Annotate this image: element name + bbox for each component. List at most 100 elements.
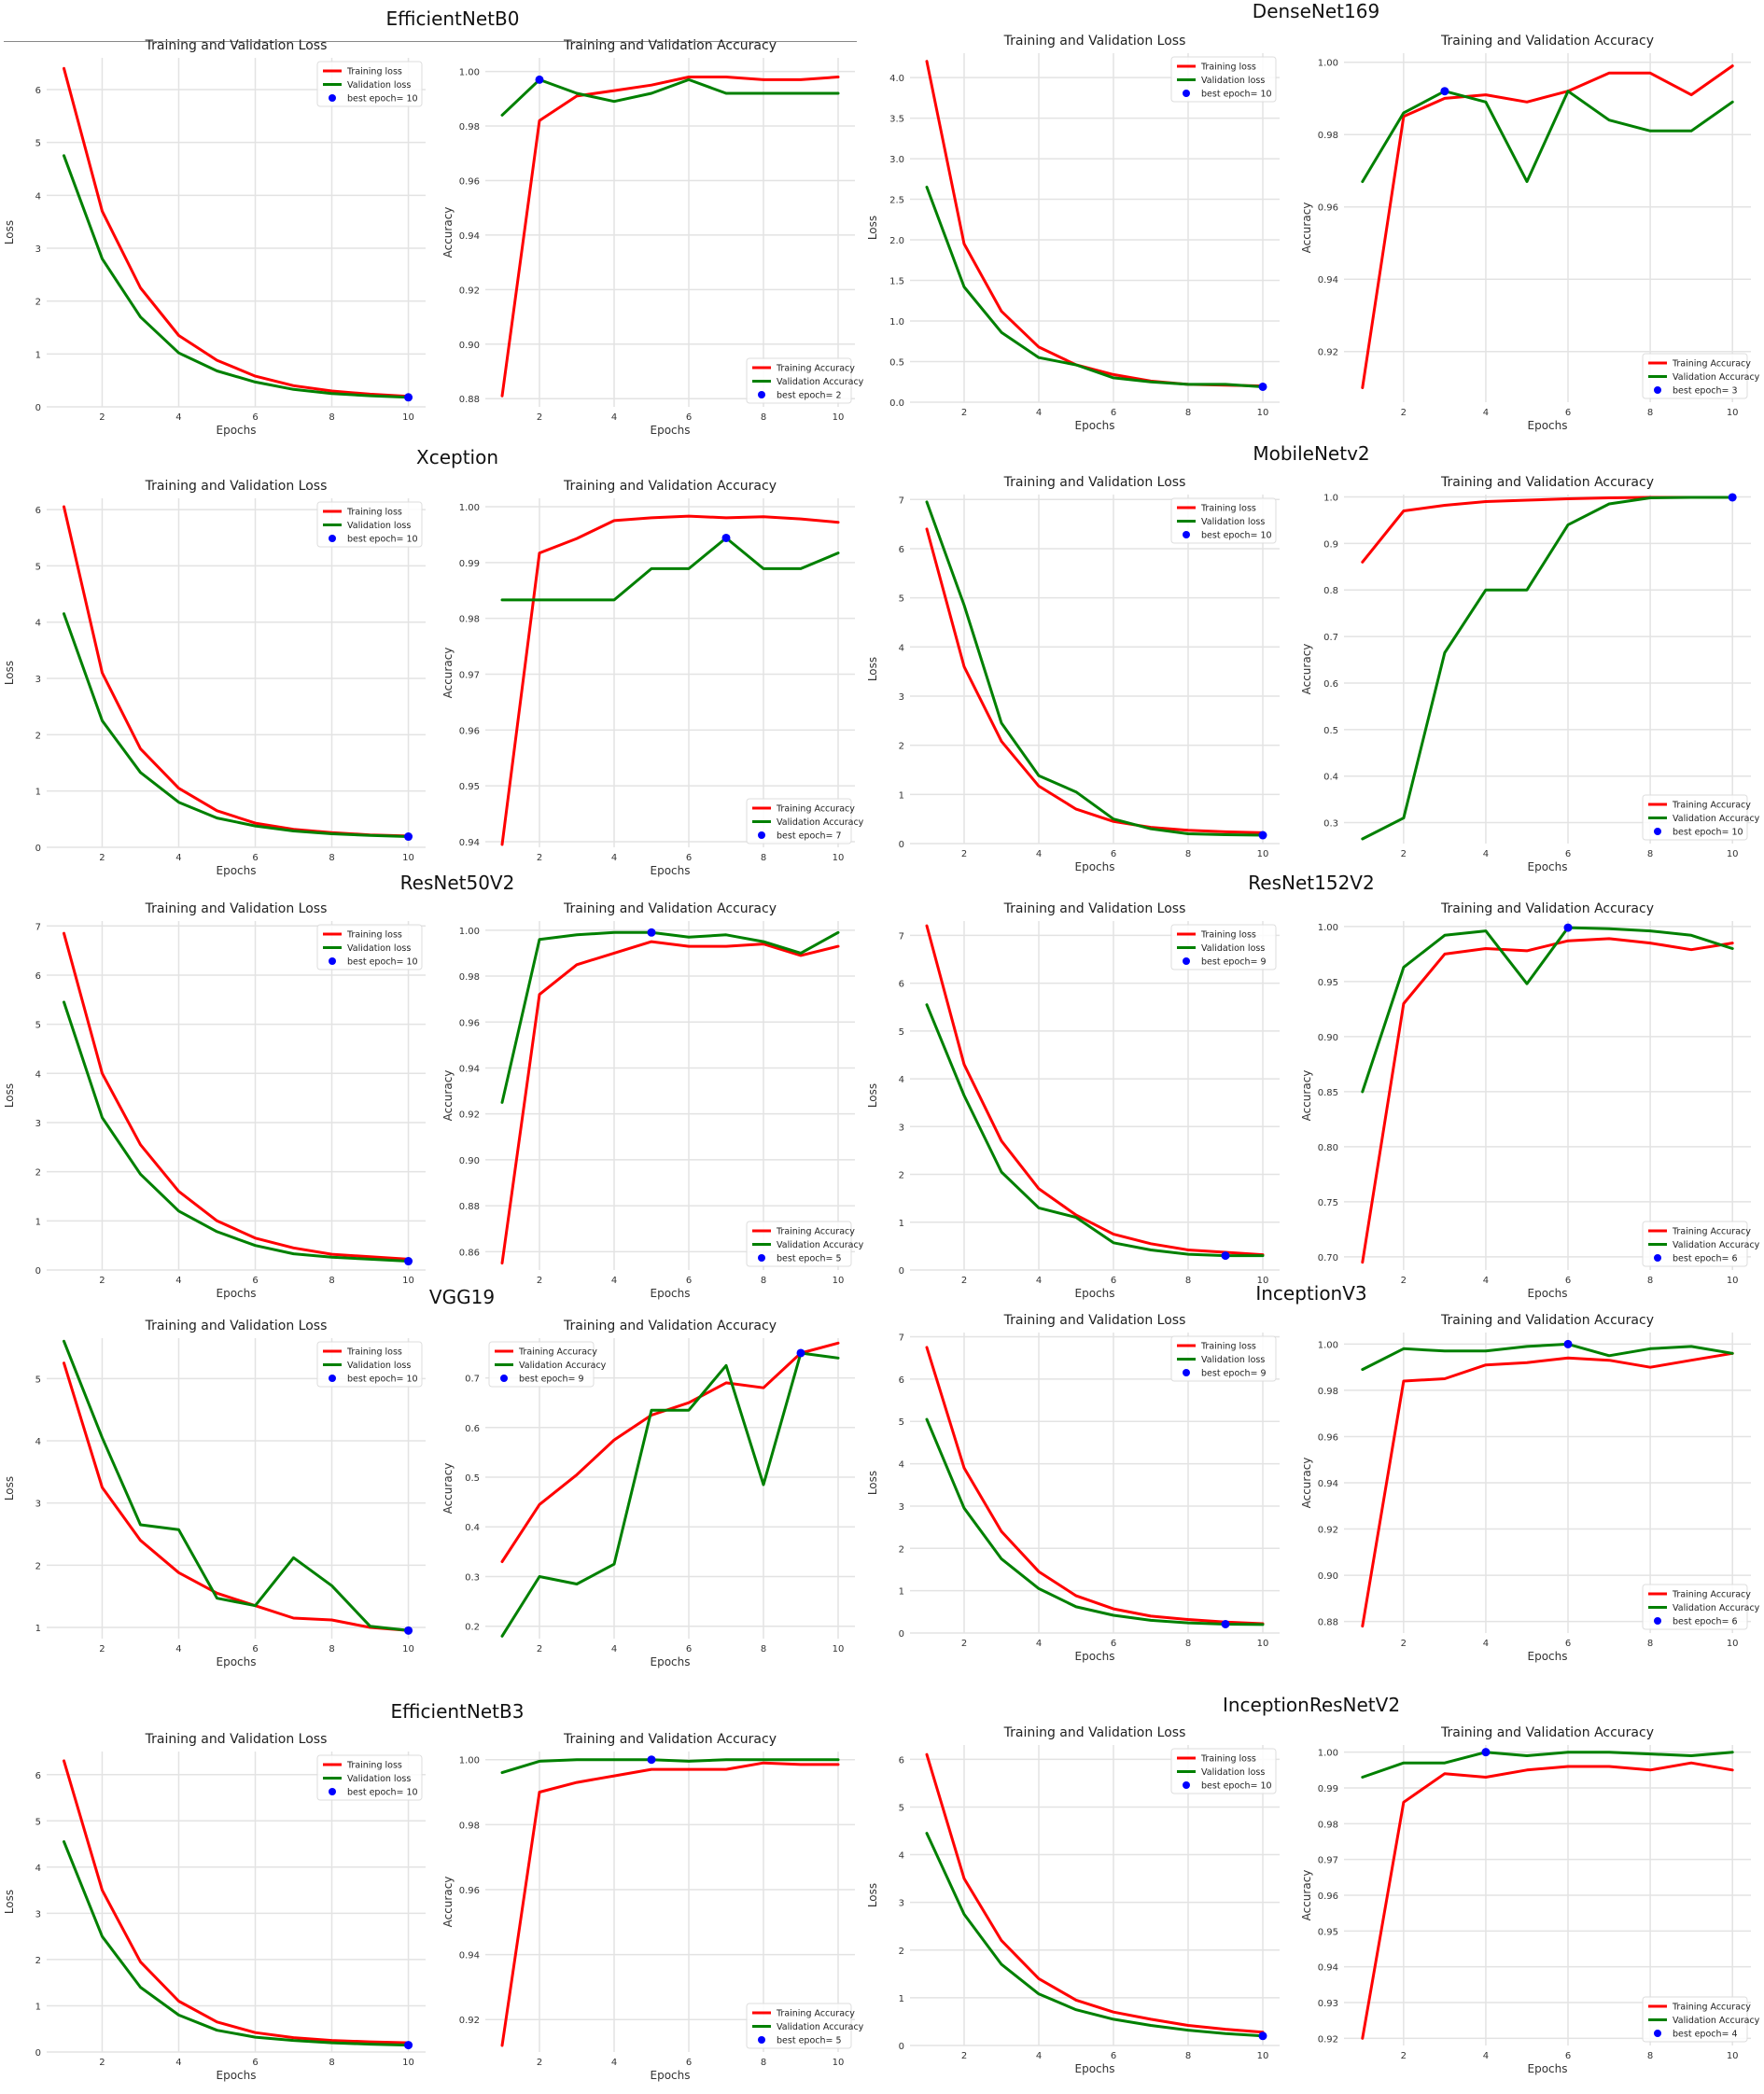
chart-efficientnetb0-loss: Training and Validation Loss 2 4 6 8 10 0 1 2 3 4 5… bbox=[3, 38, 426, 437]
series-line-validation bbox=[925, 1003, 1265, 1258]
y-tick-label: 4 bbox=[899, 1460, 904, 1471]
legend-label-training: Training loss bbox=[346, 1347, 402, 1358]
x-tick-label: 6 bbox=[686, 853, 692, 863]
chart-resnet152v2-accuracy: Training and Validation Accuracy 2 4 6 8 10 0.… bbox=[1300, 901, 1760, 1300]
x-axis-label: Epochs bbox=[1075, 419, 1115, 432]
y-tick-label: 7 bbox=[899, 496, 904, 506]
y-tick-label: 0 bbox=[899, 1629, 904, 1640]
legend-label-validation: Validation Accuracy bbox=[777, 817, 864, 828]
x-tick-label: 2 bbox=[961, 849, 967, 859]
x-tick-label: 10 bbox=[1257, 849, 1269, 859]
y-tick-label: 0.99 bbox=[1318, 1784, 1338, 1794]
legend: Training Accuracy Validation Accuracy best… bbox=[1642, 794, 1760, 841]
y-tick-label: 3 bbox=[35, 1909, 41, 1920]
x-axis-label: Epochs bbox=[1528, 419, 1568, 432]
legend-label-validation: Validation Accuracy bbox=[777, 1240, 864, 1250]
x-tick-label: 8 bbox=[761, 2058, 766, 2068]
legend-swatch-best-epoch bbox=[1654, 386, 1661, 394]
y-tick-label: 0.5 bbox=[889, 358, 904, 369]
y-tick-label: 0.98 bbox=[459, 615, 480, 625]
y-tick-label: 0.90 bbox=[459, 1156, 480, 1166]
x-tick-label: 4 bbox=[175, 1276, 181, 1286]
y-tick-label: 0.99 bbox=[459, 559, 480, 569]
chart-title: Training and Validation Loss bbox=[1003, 1313, 1186, 1328]
x-tick-label: 10 bbox=[833, 1644, 845, 1654]
x-tick-label: 4 bbox=[1483, 2051, 1489, 2061]
x-tick-label: 2 bbox=[537, 2058, 542, 2068]
best-epoch-point bbox=[1563, 1339, 1573, 1348]
y-tick-label: 4 bbox=[899, 1075, 904, 1085]
chart-title: Training and Validation Accuracy bbox=[563, 38, 777, 53]
legend-label-validation: Validation loss bbox=[347, 80, 411, 91]
legend-label-best-epoch: best epoch= 10 bbox=[347, 957, 418, 968]
chart-resnet152v2-loss: Training and Validation Loss 2 4 6 8 10 0 1 2 3 4 5… bbox=[866, 901, 1280, 1300]
chart-inceptionv3-loss: Training and Validation Loss 2 4 6 8 10 0 1 2 3 4 5… bbox=[866, 1313, 1280, 1663]
y-tick-label: 6 bbox=[35, 1771, 41, 1781]
x-tick-label: 10 bbox=[402, 1644, 414, 1654]
chart-title: Training and Validation Accuracy bbox=[563, 1732, 777, 1747]
y-axis-label: Loss bbox=[866, 216, 879, 240]
y-axis-label: Accuracy bbox=[441, 1877, 455, 1928]
series-line-training bbox=[63, 505, 410, 838]
x-tick-label: 4 bbox=[175, 853, 181, 863]
series-line-training bbox=[1361, 64, 1734, 389]
series-line-validation bbox=[1361, 1751, 1734, 1779]
y-tick-label: 0.93 bbox=[1318, 1999, 1338, 2009]
legend-swatch-best-epoch bbox=[1183, 531, 1190, 538]
legend-label-training: Training loss bbox=[1200, 1342, 1256, 1352]
y-tick-label: 5 bbox=[35, 139, 41, 149]
y-tick-label: 3 bbox=[899, 692, 904, 703]
x-tick-label: 6 bbox=[1111, 408, 1116, 418]
legend-swatch-best-epoch bbox=[758, 831, 765, 839]
y-tick-label: 0.94 bbox=[1318, 1963, 1338, 1974]
chart-xception-accuracy: Training and Validation Accuracy 2 4 6 8 10 0.… bbox=[441, 479, 864, 877]
y-tick-label: 1 bbox=[35, 2002, 41, 2012]
legend-label-best-epoch: best epoch= 10 bbox=[347, 1788, 418, 1798]
legend-label-training: Training loss bbox=[346, 508, 402, 518]
x-tick-label: 6 bbox=[252, 412, 258, 423]
legend-box bbox=[746, 1221, 852, 1267]
legend-label-best-epoch: best epoch= 6 bbox=[1673, 1254, 1738, 1264]
y-tick-label: 0.8 bbox=[1323, 586, 1338, 596]
x-tick-label: 6 bbox=[252, 1644, 258, 1654]
y-tick-label: 0.98 bbox=[459, 122, 480, 133]
x-tick-label: 10 bbox=[402, 853, 414, 863]
model-title-resnet50v2: ResNet50V2 bbox=[399, 872, 515, 894]
y-tick-label: 0.97 bbox=[459, 670, 480, 680]
legend-label-training: Training Accuracy bbox=[776, 1227, 855, 1237]
legend-swatch-best-epoch bbox=[758, 2036, 765, 2044]
legend-label-validation: Validation loss bbox=[1201, 943, 1265, 954]
y-tick-label: 2 bbox=[35, 1168, 41, 1179]
x-axis-label: Epochs bbox=[217, 1655, 257, 1668]
y-tick-label: 0 bbox=[35, 1266, 41, 1277]
x-tick-label: 6 bbox=[1565, 408, 1571, 418]
y-tick-label: 0.96 bbox=[1318, 1892, 1338, 1902]
legend-swatch-best-epoch bbox=[1654, 2030, 1661, 2037]
y-tick-label: 5 bbox=[899, 594, 904, 605]
legend-label-validation: Validation Accuracy bbox=[1673, 372, 1760, 383]
y-tick-label: 4 bbox=[899, 643, 904, 653]
x-tick-label: 10 bbox=[1257, 1276, 1269, 1286]
y-axis-label: Loss bbox=[3, 1476, 16, 1501]
x-tick-label: 10 bbox=[1257, 2051, 1269, 2061]
chart-inceptionresnetv2-accuracy: Training and Validation Accuracy 2 4 6 8 10 0.… bbox=[1300, 1725, 1760, 2075]
x-tick-label: 4 bbox=[1036, 1639, 1042, 1649]
y-tick-label: 0.94 bbox=[459, 838, 480, 848]
legend-label-validation: Validation loss bbox=[1201, 1355, 1265, 1365]
x-tick-label: 2 bbox=[961, 2051, 967, 2061]
legend-label-best-epoch: best epoch= 10 bbox=[347, 94, 418, 105]
x-tick-label: 2 bbox=[961, 1639, 967, 1649]
x-axis-label: Epochs bbox=[1528, 2062, 1568, 2075]
y-tick-label: 5 bbox=[35, 1817, 41, 1827]
y-tick-label: 0.94 bbox=[459, 1951, 480, 1961]
legend-box bbox=[316, 501, 423, 548]
y-tick-label: 1.00 bbox=[1318, 1340, 1338, 1350]
x-tick-label: 8 bbox=[761, 412, 766, 423]
x-tick-label: 4 bbox=[1036, 408, 1042, 418]
legend-swatch-best-epoch bbox=[1183, 1369, 1190, 1376]
y-tick-label: 1.00 bbox=[1318, 923, 1338, 933]
chart-title: Training and Validation Loss bbox=[1003, 475, 1186, 490]
best-epoch-point bbox=[535, 75, 544, 84]
legend-swatch-best-epoch bbox=[1654, 828, 1661, 835]
y-axis-label: Accuracy bbox=[1300, 202, 1313, 254]
